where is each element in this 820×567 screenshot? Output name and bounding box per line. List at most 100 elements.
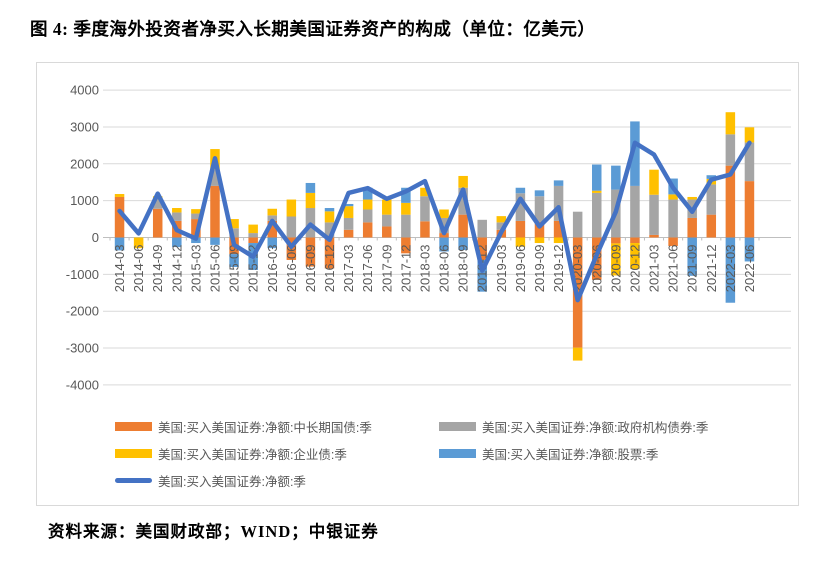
x-axis-tick-label: 2014-06: [131, 245, 146, 293]
bar-segment-agency: [152, 198, 163, 209]
x-axis-tick-label: 2016-09: [303, 245, 318, 293]
bar-segment-corporate: [114, 194, 125, 197]
bar-segment-agency: [630, 185, 640, 238]
legend-label: 美国:买入美国证券:净额:季: [158, 475, 306, 489]
bar-segment-corporate: [611, 243, 621, 276]
bar-segment-stocks: [210, 237, 220, 245]
bar-segment-corporate: [267, 208, 277, 216]
bar-segment-stocks: [725, 237, 736, 303]
bar-segment-treasury: [458, 214, 468, 238]
x-axis-tick-label: 2019-06: [513, 245, 528, 293]
page-title: 图 4: 季度海外投资者净买入长期美国证券资产的构成（单位：亿美元）: [30, 19, 596, 39]
x-axis-tick-label: 2021-09: [685, 245, 700, 293]
x-axis-tick-label: 2021-03: [647, 245, 662, 293]
bar-segment-corporate: [496, 216, 507, 223]
bar-segment-corporate: [343, 206, 354, 218]
bar-segment-corporate: [515, 237, 526, 247]
bar-segment-treasury: [553, 220, 564, 238]
bar-segment-corporate: [382, 199, 392, 215]
x-axis-tick-label: 2017-03: [341, 245, 356, 293]
bar-segment-treasury: [420, 221, 430, 238]
bar-segment-corporate: [420, 187, 430, 197]
legend-item: 美国:买入美国证券:净额:中长期国债:季: [115, 417, 439, 436]
y-axis-tick-label: 1000: [70, 193, 99, 208]
y-axis-tick-label: -2000: [66, 304, 99, 319]
legend-bar-swatch: [439, 422, 476, 431]
bar-segment-agency: [172, 212, 182, 221]
bar-segment-corporate: [630, 243, 640, 269]
bar-segment-corporate: [458, 175, 468, 188]
bar-segment-agency: [343, 217, 354, 230]
bar-segment-stocks: [172, 237, 182, 248]
bar-segment-stocks: [515, 187, 526, 194]
bar-segment-agency: [496, 222, 507, 230]
bar-segment-agency: [420, 196, 430, 222]
bar-segment-treasury: [305, 237, 316, 267]
bar-segment-treasury: [687, 217, 697, 238]
x-axis-tick-label: 2022-06: [742, 245, 757, 293]
legend-label: 美国:买入美国证券:净额:股票:季: [482, 448, 659, 462]
y-axis-tick-label: -1000: [66, 267, 99, 282]
y-axis-tick-label: 4000: [70, 83, 99, 98]
bar-segment-stocks: [477, 259, 487, 292]
bar-segment-agency: [324, 222, 335, 238]
bar-segment-treasury: [725, 165, 736, 238]
bar-segment-treasury: [248, 237, 258, 244]
bar-segment-agency: [706, 184, 717, 215]
bar-segment-agency: [458, 187, 468, 215]
bar-segment-agency: [382, 214, 392, 227]
bar-segment-treasury: [401, 237, 411, 254]
bar-segment-corporate: [286, 199, 297, 217]
bar-segment-stocks: [744, 237, 755, 262]
bar-segment-stocks: [687, 237, 697, 276]
x-axis-tick-label: 2022-03: [723, 245, 738, 293]
bar-segment-stocks: [324, 208, 335, 212]
bar-segment-stocks: [229, 254, 239, 267]
legend-bar-swatch: [115, 422, 152, 431]
bar-segment-treasury: [267, 220, 277, 238]
bar-segment-stocks: [706, 175, 717, 179]
y-axis-tick-label: -3000: [66, 341, 99, 356]
bar-segment-corporate: [172, 208, 182, 213]
x-axis-tick-label: 2021-06: [666, 245, 681, 293]
x-axis-tick-label: 2020-06: [589, 245, 604, 293]
bar-segment-stocks: [362, 187, 373, 200]
x-axis-tick-label: 2019-03: [494, 245, 509, 293]
bar-segment-treasury: [114, 196, 125, 238]
legend-row: 美国:买入美国证券:净额:季: [115, 471, 763, 490]
x-axis-tick-label: 2019-12: [551, 245, 566, 293]
bar-segment-treasury: [324, 237, 335, 269]
bar-segment-corporate: [191, 209, 201, 214]
bar-segment-treasury: [515, 220, 526, 238]
bar-segment-treasury: [362, 222, 373, 238]
bar-segment-stocks: [458, 237, 468, 251]
bar-segment-corporate: [401, 202, 411, 215]
bar-segment-stocks: [305, 182, 316, 193]
bar-segment-agency: [210, 169, 220, 186]
bar-segment-stocks: [592, 164, 602, 191]
legend-label: 美国:买入美国证券:净额:企业债:季: [158, 448, 347, 462]
bar-segment-treasury: [210, 185, 220, 238]
x-axis-tick-label: 2017-09: [379, 245, 394, 293]
bar-segment-stocks: [267, 237, 277, 249]
bar-segment-corporate: [725, 112, 736, 135]
bar-segment-treasury: [744, 181, 755, 238]
legend-item: 美国:买入美国证券:净额:企业债:季: [115, 444, 439, 463]
bar-segment-treasury: [706, 214, 717, 238]
bar-segment-treasury: [152, 208, 163, 238]
x-axis-tick-label: 2014-09: [150, 245, 165, 293]
bar-segment-treasury: [343, 229, 354, 238]
total-net-line: [117, 140, 752, 303]
bar-segment-corporate: [649, 169, 659, 195]
bar-segment-agency: [668, 199, 678, 238]
bar-segment-corporate: [305, 192, 316, 209]
bar-segment-agency: [286, 216, 297, 238]
bar-segment-stocks: [343, 203, 354, 207]
chart-plot-area: 4000 3000 2000 1000 0 -1000 -2000 -3000 -4000 201…: [66, 83, 791, 392]
bar-segment-agency: [401, 214, 411, 238]
x-axis-tick-label: 2019-09: [532, 245, 547, 293]
bar-segment-agency: [439, 217, 449, 234]
bar-segment-treasury: [668, 237, 678, 246]
legend-label: 美国:买入美国证券:净额:政府机构债券:季: [482, 421, 709, 435]
legend-item: 美国:买入美国证券:净额:季: [115, 471, 439, 490]
